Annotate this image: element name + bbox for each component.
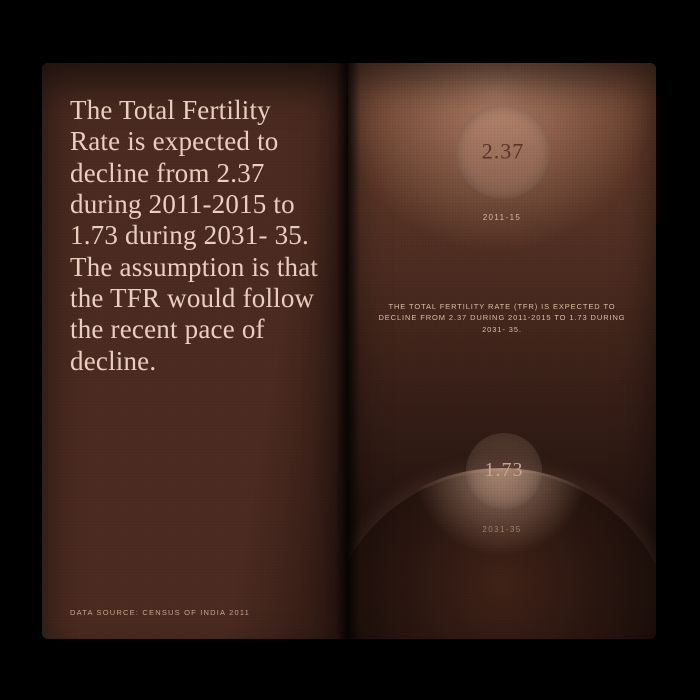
tfr-value-2031: 1.73	[466, 459, 542, 482]
tfr-bubble-2031: 1.73	[466, 433, 542, 509]
spread: The Total Fertility Rate is expected to …	[0, 0, 700, 700]
chart-caption: THE TOTAL FERTILITY RATE (TFR) IS EXPECT…	[348, 301, 656, 335]
tfr-label-2031: 2031-35	[348, 525, 656, 534]
left-page: The Total Fertility Rate is expected to …	[42, 63, 348, 639]
data-source-label: DATA SOURCE: CENSUS OF INDIA 2011	[70, 608, 250, 617]
right-page: 2.37 2011-15 THE TOTAL FERTILITY RATE (T…	[348, 63, 656, 639]
tfr-label-2011: 2011-15	[348, 213, 656, 222]
tfr-bubble-2011: 2.37	[456, 105, 550, 199]
headline-text: The Total Fertility Rate is expected to …	[70, 95, 328, 377]
tfr-value-2011: 2.37	[456, 138, 550, 164]
